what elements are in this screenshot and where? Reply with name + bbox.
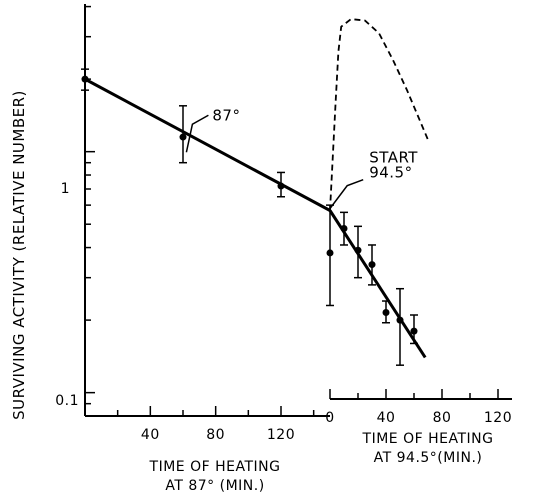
data-point	[277, 182, 285, 190]
fit-line-0	[84, 77, 331, 212]
x-tick-label: 80	[206, 427, 225, 443]
data-point	[340, 224, 348, 232]
y-tick-label-0.1: 0.1	[55, 393, 79, 409]
y-axis-label: SURVIVING ACTIVITY (RELATIVE NUMBER)	[10, 90, 28, 420]
x-tick-label: 80	[433, 410, 452, 426]
leader-line-87	[185, 114, 209, 153]
annotation-label: 94.5°	[369, 164, 412, 182]
x-tick-label: 120	[484, 410, 512, 426]
data-point	[410, 327, 418, 335]
data-point	[326, 249, 334, 257]
y-tick-label-1: 1	[61, 181, 70, 197]
data-layer	[81, 18, 429, 366]
x-tick-label: 40	[141, 427, 160, 443]
data-point	[368, 261, 376, 269]
dashed-curve	[329, 18, 429, 211]
fit-line-1	[328, 209, 427, 359]
leader-line-start	[329, 178, 364, 209]
x-axis-label-945-line1: TIME OF HEATING	[362, 431, 494, 447]
x-axis-label-945-line2: AT 94.5°(MIN.)	[374, 450, 483, 466]
x-axis-label-87-line2: AT 87° (MIN.)	[165, 478, 264, 494]
axes-layer	[84, 4, 512, 417]
x-tick-label: 120	[267, 427, 295, 443]
annotation-label: 87°	[212, 106, 240, 124]
data-point	[179, 133, 187, 141]
data-point	[354, 246, 362, 254]
x-tick-label: 0	[325, 410, 334, 426]
x-axis-label-87-line1: TIME OF HEATING	[149, 459, 281, 475]
x-tick-label: 40	[377, 410, 396, 426]
data-point	[382, 309, 390, 317]
annotation-label: START	[369, 149, 418, 167]
data-point	[396, 316, 404, 324]
data-point	[81, 75, 89, 83]
